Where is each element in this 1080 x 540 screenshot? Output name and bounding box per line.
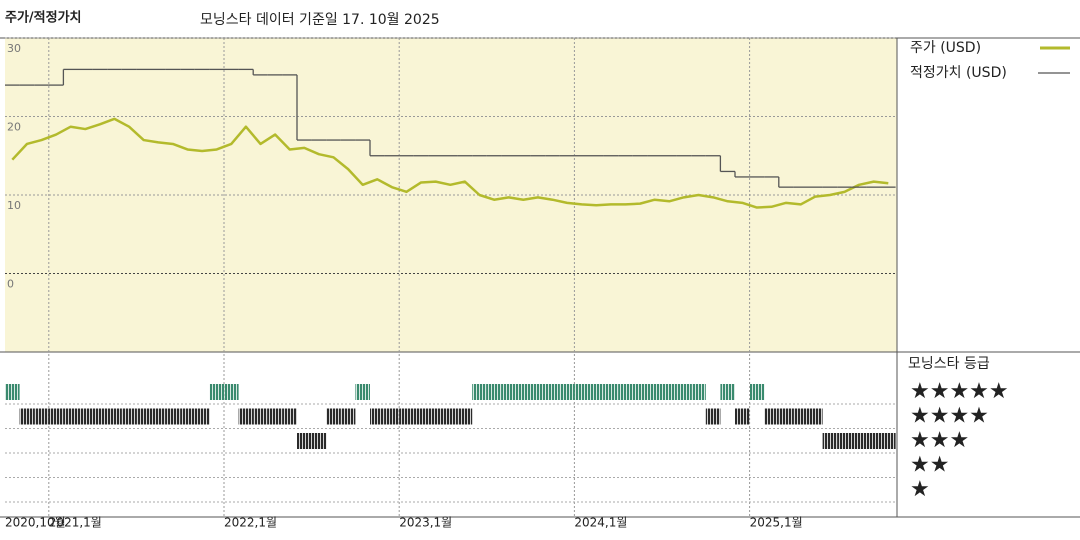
y-tick-label: 30 [7,42,21,55]
x-tick-label: 2020,10월 [5,516,66,530]
rating-legend-label: ★★★ [910,428,969,453]
rating-bar [793,408,808,425]
rating-bar [443,408,458,425]
rating-bar [881,433,896,449]
legend-label: 주가 (USD) [910,40,981,56]
rating-bar [618,384,633,400]
rating-legend-label: ★★★★ [910,404,989,429]
rating-bar [559,384,575,400]
rating-title: 모닝스타 등급 [908,356,990,372]
x-tick-label: 2021,1월 [49,516,102,530]
rating-bar [326,408,341,425]
rating-bar [691,384,706,400]
rating-bar [662,384,677,400]
rating-bar [136,408,151,425]
rating-bar [224,384,239,400]
rating-bar [778,408,794,425]
rating-bar [63,408,78,425]
rating-bar [808,408,823,425]
rating-bar [34,408,49,425]
rating-bar [355,384,370,400]
rating-bar [180,408,195,425]
rating-bar [92,408,108,425]
rating-bar [647,384,662,400]
rating-bar [705,408,721,425]
rating-bar [340,408,356,425]
rating-bar [121,408,137,425]
x-tick-label: 2023,1월 [399,516,452,530]
rating-bar [574,384,589,400]
rating-bar [516,384,531,400]
rating-bar [370,408,385,425]
rating-bar [822,433,838,449]
rating-legend-label: ★★★★★ [910,379,1009,404]
price-line [11,117,889,209]
rating-bar [107,408,122,425]
rating-bar [866,433,881,449]
rating-bar [603,384,619,400]
rating-bar [384,408,400,425]
rating-bar [749,384,765,400]
rating-bar [19,408,35,425]
rating-bar [764,408,779,425]
rating-bar [530,384,546,400]
rating-bar [209,384,224,400]
rating-bar [457,408,473,425]
rating-bar [78,408,93,425]
rating-bar [282,408,297,425]
x-tick-label: 2025,1월 [750,516,803,530]
rating-legend-label: ★ [910,477,930,502]
rating-bar [311,433,327,449]
rating-bar [589,384,604,400]
rating-bar [837,433,852,449]
rating-bar [413,408,429,425]
y-tick-label: 0 [7,278,14,291]
rating-bar [851,433,867,449]
legend-label: 적정가치 (USD) [910,65,1007,81]
rating-bar [48,408,64,425]
chart-title: 주가/적정가치 [5,10,82,26]
rating-bar [632,384,648,400]
rating-bar [486,384,502,400]
rating-bar [5,384,20,400]
rating-bar [151,408,166,425]
rating-bar [676,384,692,400]
chart-subtitle: 모닝스타 데이터 기준일 17. 10월 2025 [200,12,440,28]
rating-bar [238,408,254,425]
y-tick-label: 10 [7,199,21,212]
rating-bar [545,384,560,400]
rating-bar [165,408,181,425]
y-tick-label: 20 [7,121,21,134]
x-tick-label: 2024,1월 [574,516,627,530]
rating-bar [735,408,750,425]
rating-bar [428,408,443,425]
rating-legend-label: ★★ [910,453,949,478]
rating-bar [472,384,487,400]
rating-bar [297,433,312,449]
rating-bar [501,384,516,400]
x-tick-label: 2022,1월 [224,516,277,530]
rating-bar [720,384,735,400]
rating-bar [267,408,283,425]
rating-bar [399,408,414,425]
rating-bar [194,408,210,425]
rating-bar [253,408,268,425]
